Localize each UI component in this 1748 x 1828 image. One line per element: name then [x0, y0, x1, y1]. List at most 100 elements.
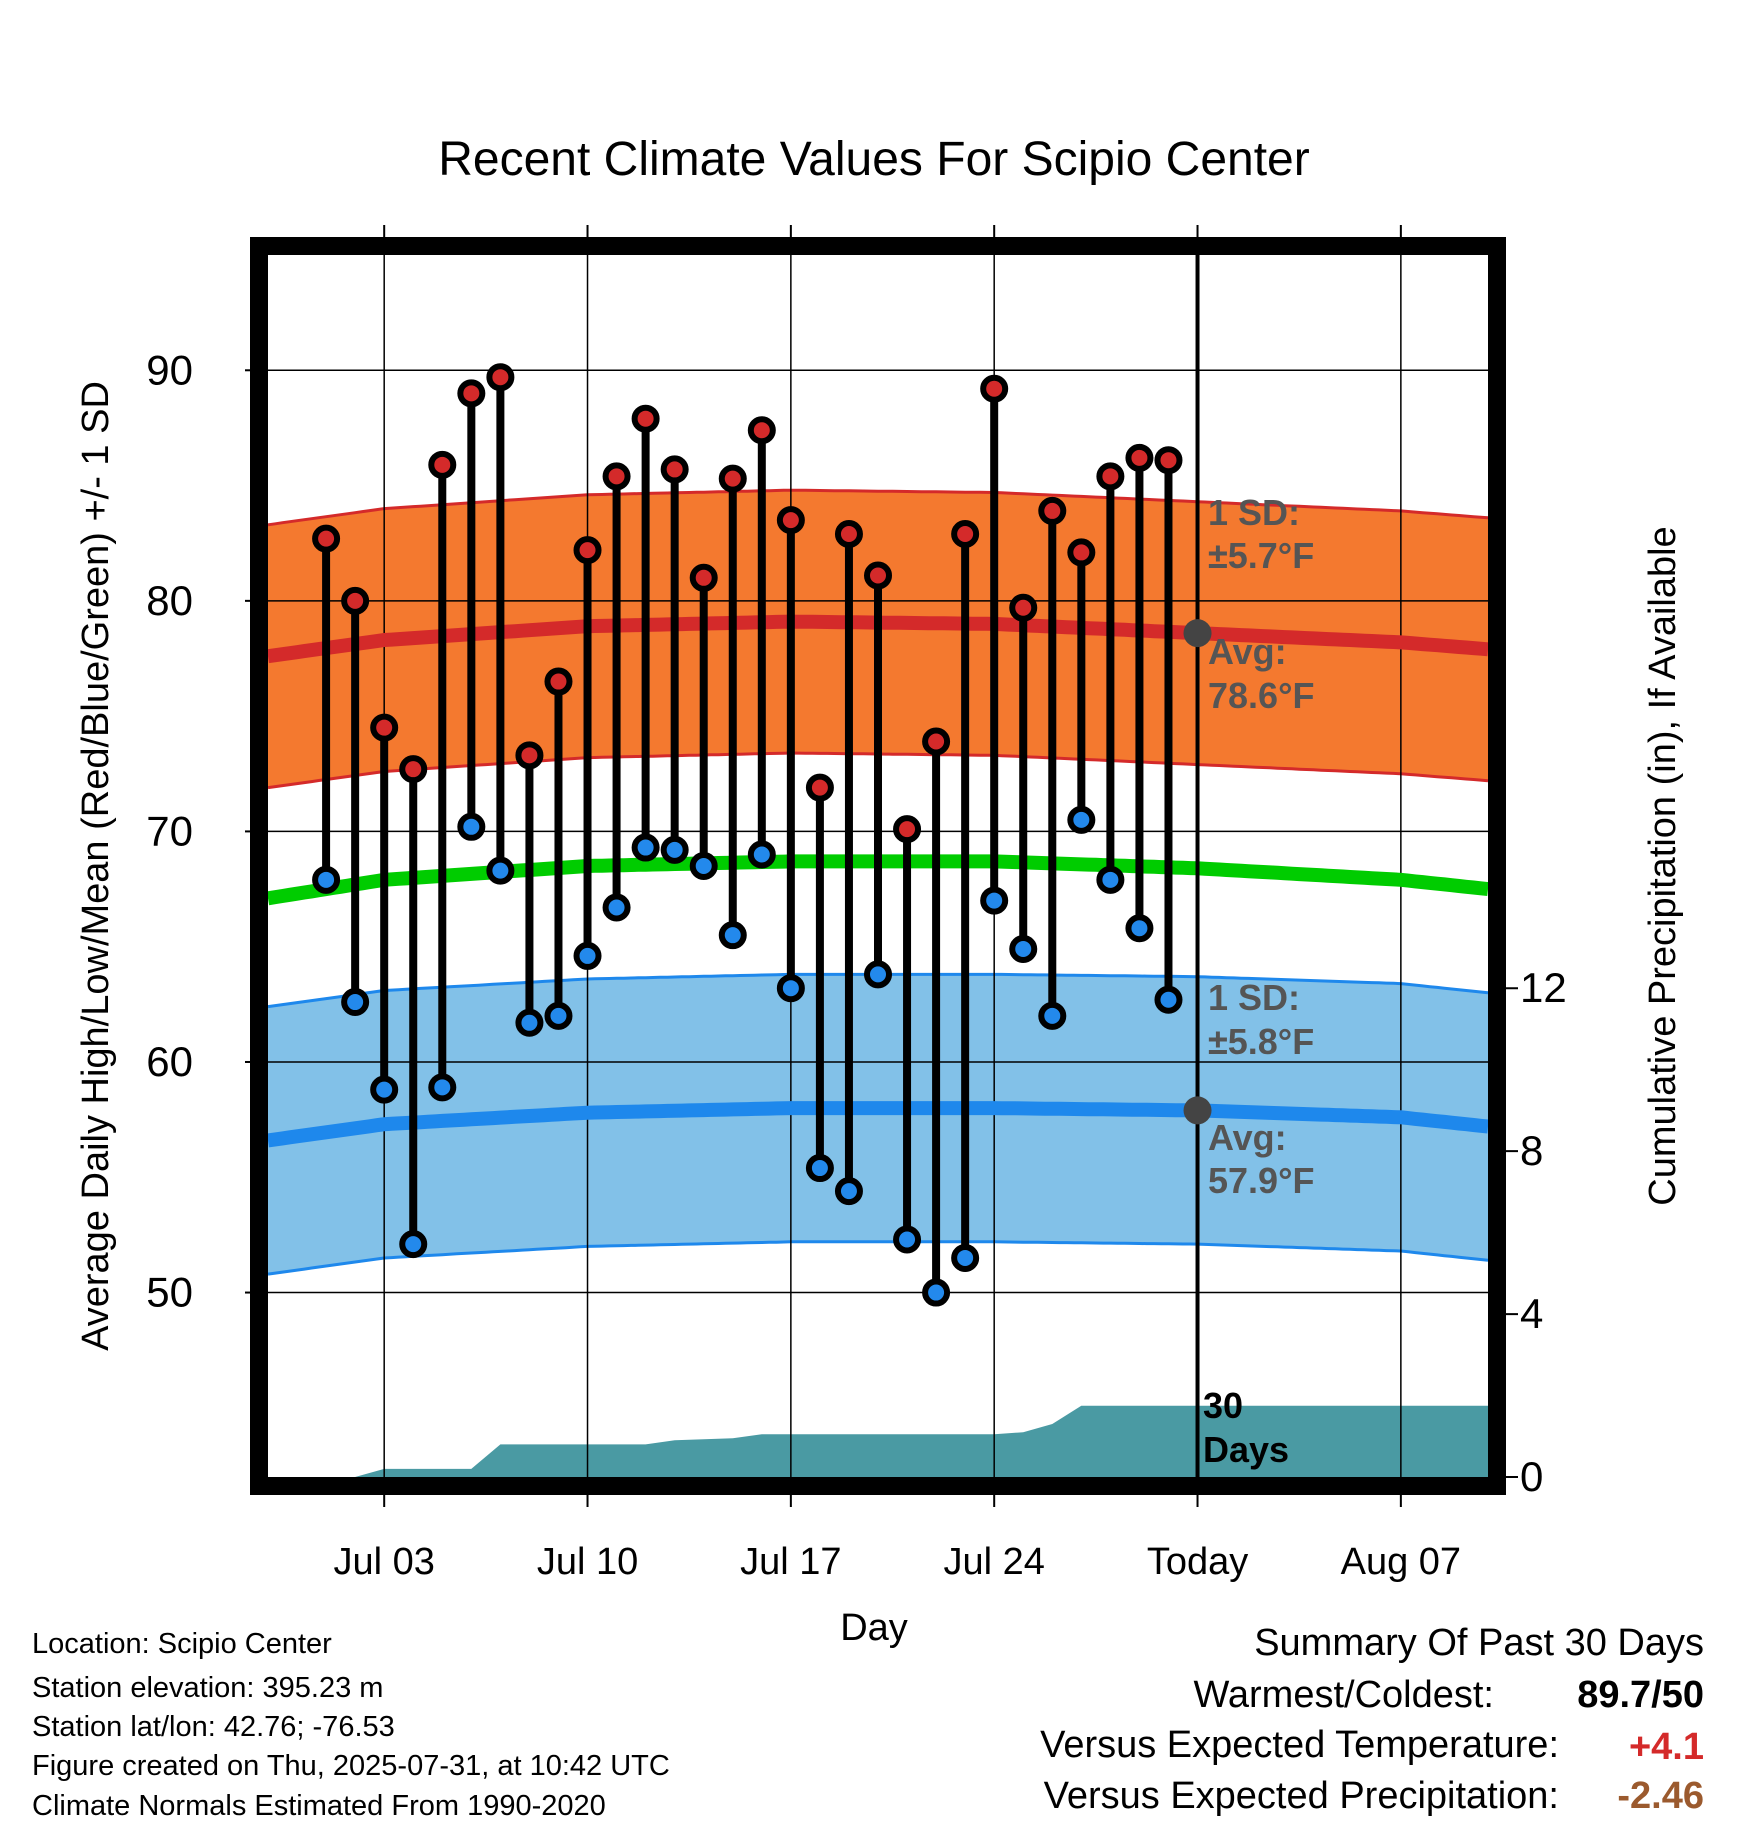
period-label-line-2: Days	[1203, 1429, 1289, 1470]
low-sd-band	[268, 974, 1488, 1275]
daily-high-point	[922, 727, 951, 756]
daily-low-point	[980, 886, 1009, 915]
daily-low-point	[428, 1073, 457, 1102]
low-annotations: 1 SD: ±5.8°F Avg: 57.9°F	[1208, 977, 1314, 1201]
daily-high-point	[660, 455, 689, 484]
daily-high-point	[864, 561, 892, 590]
y2-tick-label: 12	[1520, 964, 1567, 1011]
y2-tick-label: 0	[1520, 1453, 1543, 1500]
daily-low-point	[457, 812, 486, 841]
summary-temp-value: +4.1	[1628, 1726, 1704, 1768]
summary-warmest-label: Warmest/Coldest:	[1193, 1674, 1494, 1716]
x-tick-label: Jul 17	[740, 1541, 841, 1583]
low-sd-label: 1 SD:	[1208, 977, 1300, 1018]
period-label: 30 Days	[1203, 1385, 1289, 1470]
daily-high-point	[718, 464, 747, 493]
plot-frame	[250, 237, 1506, 1495]
daily-low-point	[515, 1008, 544, 1037]
precip-area	[268, 1405, 1488, 1477]
daily-high-point	[544, 667, 573, 696]
y-tick-label: 50	[146, 1269, 193, 1316]
daily-low-point	[1038, 1001, 1067, 1030]
high-sd-label: 1 SD:	[1208, 492, 1300, 533]
summary-warmest-value: 89.7/50	[1577, 1674, 1704, 1716]
daily-low-point	[312, 865, 341, 894]
daily-high-point	[312, 524, 341, 553]
daily-high-point	[370, 713, 399, 742]
daily-high-point	[573, 536, 602, 565]
daily-low-point	[660, 835, 689, 864]
low-sd-value: ±5.8°F	[1208, 1021, 1314, 1062]
low-avg-value: 57.9°F	[1208, 1160, 1314, 1201]
daily-low-point	[834, 1177, 863, 1206]
summary-temp-label: Versus Expected Temperature:	[1040, 1724, 1559, 1766]
daily-low-point	[893, 1225, 922, 1254]
high-sd-value: ±5.7°F	[1208, 535, 1314, 576]
high-avg-label: Avg:	[1208, 631, 1287, 672]
daily-high-point	[980, 374, 1009, 403]
daily-low-point	[1154, 985, 1183, 1014]
daily-low-point	[1125, 914, 1154, 943]
daily-high-point	[1154, 446, 1183, 475]
daily-high-point	[893, 815, 922, 844]
period-label-line-1: 30	[1203, 1385, 1243, 1426]
y-tick-label: 90	[146, 346, 193, 393]
daily-low-point	[399, 1230, 428, 1259]
low-band-lower-edge	[267, 1240, 1489, 1276]
low-avg-label: Avg:	[1208, 1117, 1287, 1158]
daily-low-point	[573, 941, 602, 970]
summary-precip-value: -2.46	[1617, 1775, 1704, 1817]
footer-latlon: Station lat/lon: 42.76; -76.53	[32, 1711, 395, 1743]
avg-low-line	[267, 1101, 1489, 1148]
x-tick-label: Jul 10	[537, 1541, 638, 1583]
daily-low-point	[631, 833, 660, 862]
daily-low-point	[370, 1075, 399, 1104]
daily-high-point	[1038, 496, 1067, 525]
daily-low-point	[602, 893, 631, 922]
x-axis-label: Day	[840, 1607, 908, 1649]
footer-created: Figure created on Thu, 2025-07-31, at 10…	[32, 1750, 670, 1782]
daily-high-point	[1067, 538, 1096, 567]
daily-high-point	[805, 773, 834, 802]
y-tick-label: 80	[146, 577, 193, 624]
y-axis-label: Average Daily High/Low/Mean (Red/Blue/Gr…	[75, 381, 117, 1351]
y-tick-label: 70	[146, 807, 193, 854]
daily-low-point	[805, 1154, 834, 1183]
daily-high-point	[602, 462, 631, 491]
high-avg-value: 78.6°F	[1208, 675, 1314, 716]
daily-high-point	[1125, 443, 1154, 472]
x-tick-label: Today	[1147, 1541, 1248, 1583]
x-tick-label: Jul 03	[333, 1541, 434, 1583]
daily-low-point	[747, 840, 776, 869]
daily-high-point	[689, 563, 718, 592]
daily-low-point	[776, 974, 805, 1003]
summary-precip-label: Versus Expected Precipitation:	[1043, 1775, 1559, 1817]
daily-low-point	[689, 852, 718, 880]
today-avg-high-dot	[1183, 619, 1212, 648]
today-avg-low-dot	[1183, 1096, 1212, 1125]
x-tick-label: Aug 07	[1341, 1541, 1461, 1583]
high-annotations: 1 SD: ±5.7°F Avg: 78.6°F	[1208, 492, 1314, 716]
y-tick-label: 60	[146, 1038, 193, 1085]
daily-high-point	[834, 519, 863, 548]
daily-low-point	[544, 1001, 573, 1030]
chart-title: Recent Climate Values For Scipio Center	[438, 133, 1309, 186]
footer-elevation: Station elevation: 395.23 m	[32, 1672, 384, 1704]
daily-low-point	[864, 960, 892, 989]
daily-high-point	[747, 416, 776, 445]
y2-tick-label: 8	[1520, 1127, 1543, 1174]
daily-low-point	[718, 921, 747, 950]
daily-low-point	[1067, 805, 1096, 834]
daily-high-point	[399, 755, 428, 784]
plot-area	[266, 249, 1489, 1477]
daily-high-point	[486, 363, 515, 392]
y2-tick-label: 4	[1520, 1290, 1543, 1337]
daily-low-point	[1096, 865, 1125, 894]
daily-low-point	[922, 1278, 951, 1307]
daily-high-point	[1009, 593, 1038, 622]
daily-low-point	[951, 1243, 980, 1272]
axes: 50 60 70 80 90 0 4 8 12 Jul 03 Jul 10 Jul 17 Jul 24 T…	[146, 225, 1567, 1583]
daily-high-point	[1096, 462, 1125, 491]
summary-title: Summary Of Past 30 Days	[1254, 1622, 1704, 1664]
